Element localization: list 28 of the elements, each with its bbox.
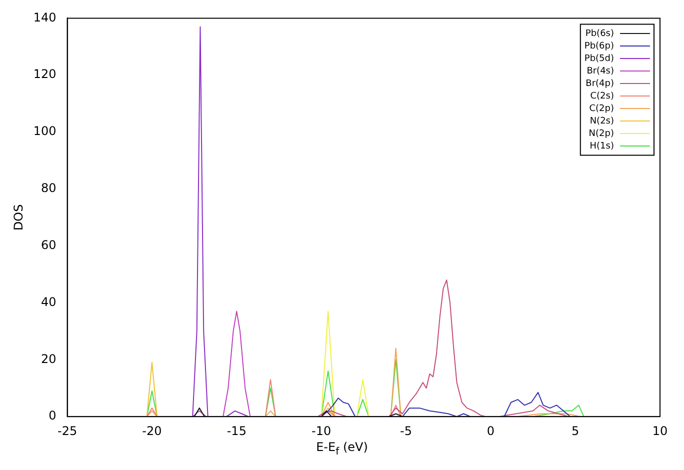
x-tick-label: 5: [572, 424, 580, 438]
y-tick-label: 80: [41, 181, 56, 196]
x-axis-title: E-E$_{f}$ (eV): [315, 440, 369, 458]
legend-label: Br(4s): [586, 66, 614, 76]
y-axis-title: DOS: [11, 204, 26, 231]
legend-label: H(1s): [590, 141, 614, 152]
y-tick-label: 40: [41, 294, 56, 309]
y-tick-label: 0: [48, 408, 56, 423]
legend-label: C(2p): [589, 104, 614, 114]
y-tick-label: 140: [33, 10, 56, 24]
x-tick-label: 0: [486, 424, 494, 438]
legend-label: N(2s): [590, 116, 614, 126]
y-tick-label: 20: [41, 352, 56, 366]
legend-label: N(2p): [588, 128, 614, 139]
x-tick-label: -5: [400, 424, 412, 438]
y-tick-label: 100: [33, 124, 56, 138]
x-tick-label: 10: [652, 424, 668, 438]
y-tick-label: 60: [41, 238, 56, 252]
x-tick-label: -10: [312, 424, 332, 438]
legend-label: Pb(5d): [584, 54, 614, 64]
legend-label: C(2s): [590, 91, 614, 102]
x-tick-label: -25: [58, 424, 78, 438]
legend-label: Pb(6s): [585, 28, 614, 39]
y-tick-label: 120: [33, 67, 56, 82]
x-tick-label: -20: [142, 424, 162, 438]
x-tick-label: -15: [226, 424, 246, 438]
legend-label: Pb(6p): [584, 41, 614, 52]
legend-label: Br(4p): [586, 78, 614, 89]
